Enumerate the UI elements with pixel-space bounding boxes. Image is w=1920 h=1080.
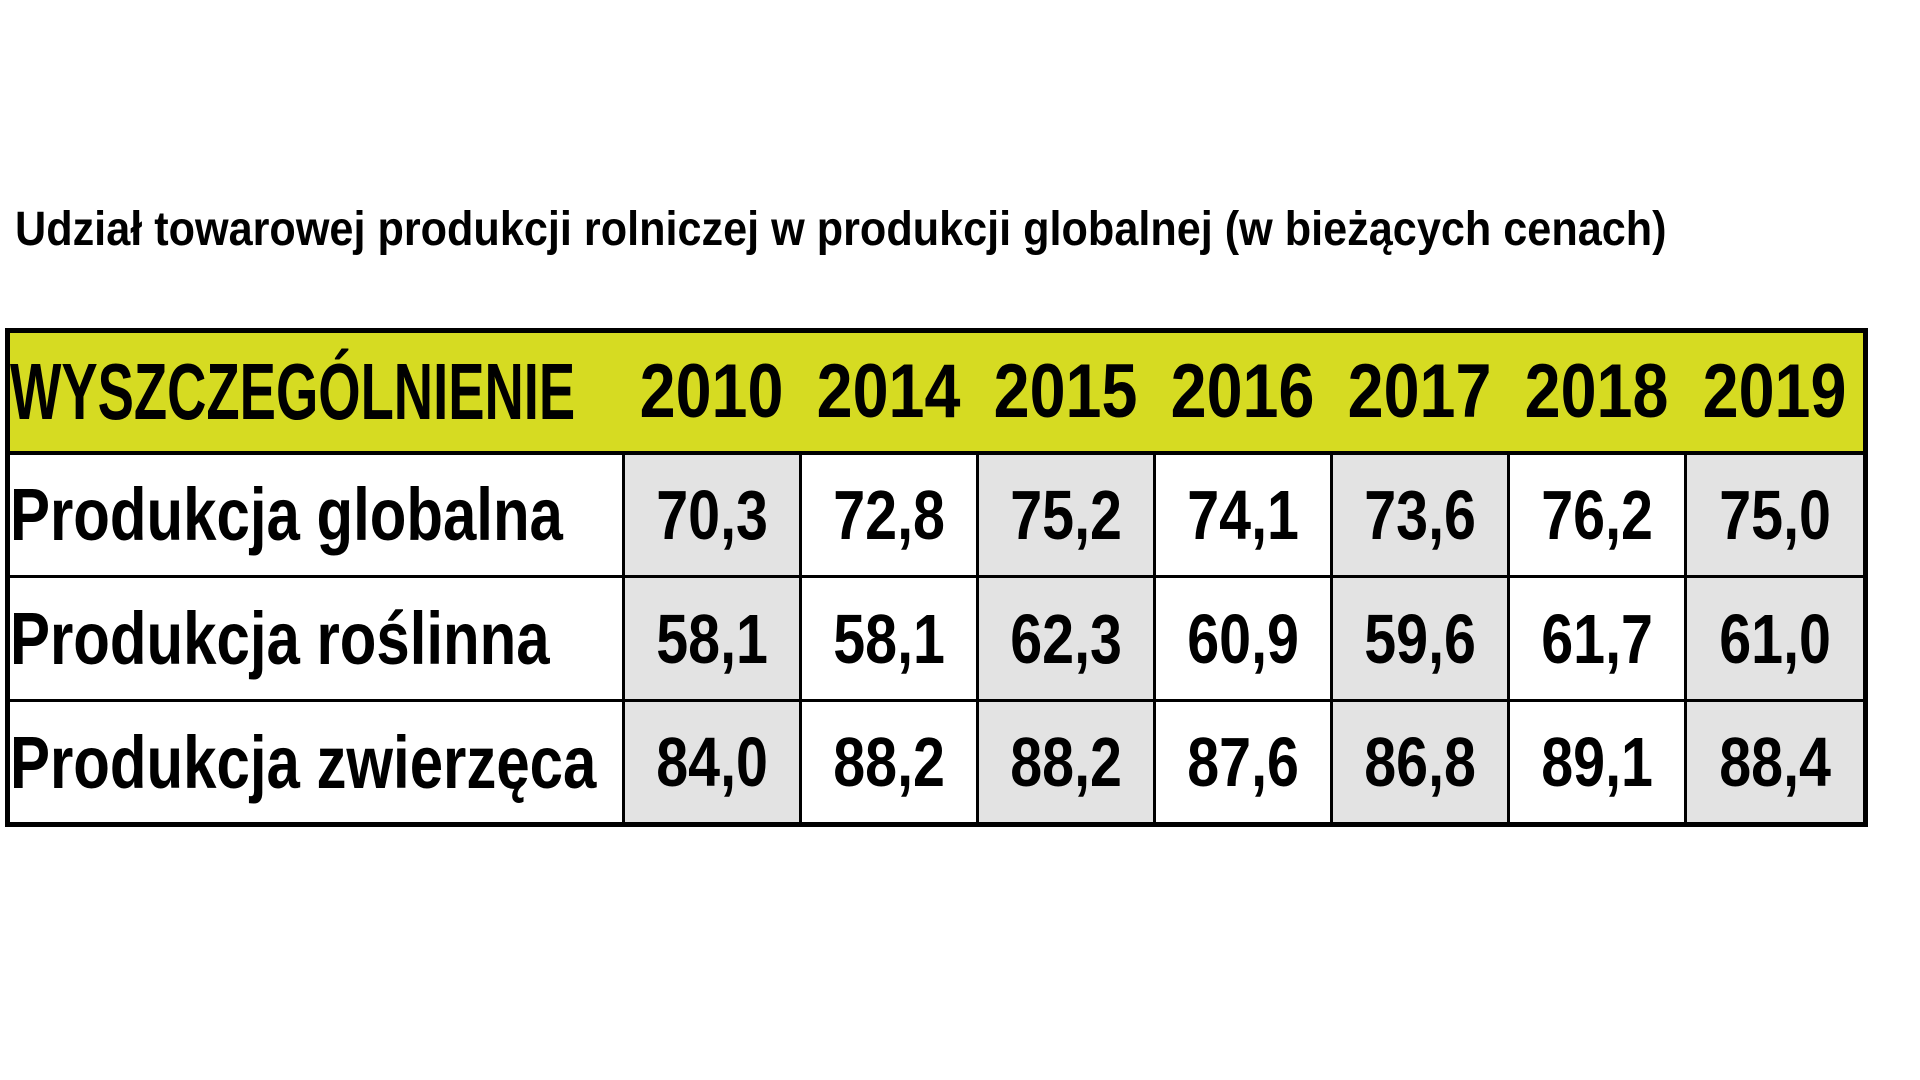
- value: 88,4: [1719, 723, 1831, 801]
- value-cell-2015: 88,2: [976, 699, 1156, 826]
- value-cell-2018: 61,7: [1507, 575, 1687, 702]
- value-cell-2015: 75,2: [976, 451, 1156, 578]
- value-cell-2010: 58,1: [622, 575, 802, 702]
- value: 62,3: [1010, 599, 1122, 678]
- header-cell-2017: 2017: [1331, 330, 1509, 455]
- header-cell-2015: 2015: [977, 330, 1155, 455]
- value: 70,3: [656, 475, 768, 554]
- page-title: Udział towarowej produkcji rolniczej w p…: [15, 203, 1667, 256]
- value-cell-2018: 76,2: [1507, 451, 1687, 578]
- value: 74,1: [1187, 475, 1299, 554]
- header-cell-specification: WYSZCZEGÓLNIENIE: [7, 330, 624, 455]
- year-label: 2018: [1525, 349, 1669, 435]
- row-label-cell: Produkcja globalna: [6, 451, 625, 578]
- value: 88,2: [1010, 723, 1122, 801]
- value-cell-2019: 75,0: [1684, 451, 1867, 578]
- table-row-produkcja-globalna: Produkcja globalna 70,3 72,8 75,2 74,1 7…: [6, 451, 1867, 578]
- value: 73,6: [1364, 475, 1476, 554]
- value-cell-2014: 72,8: [799, 451, 979, 578]
- value-cell-2017: 86,8: [1330, 699, 1510, 826]
- value-cell-2016: 87,6: [1153, 699, 1333, 826]
- row-label-cell: Produkcja roślinna: [6, 575, 625, 702]
- value: 72,8: [833, 475, 945, 554]
- row-label: Produkcja roślinna: [10, 597, 550, 680]
- row-label-cell: Produkcja zwierzęca: [6, 699, 625, 826]
- header-cell-2018: 2018: [1508, 330, 1686, 455]
- table-row-produkcja-zwierzeca: Produkcja zwierzęca 84,0 88,2 88,2 87,6 …: [6, 699, 1867, 826]
- value: 87,6: [1187, 723, 1299, 801]
- value: 86,8: [1364, 723, 1476, 801]
- value: 61,0: [1719, 599, 1831, 678]
- year-label: 2010: [640, 349, 784, 435]
- value-cell-2015: 62,3: [976, 575, 1156, 702]
- value: 76,2: [1541, 475, 1653, 554]
- value: 61,7: [1541, 599, 1653, 678]
- table-row-produkcja-roslinna: Produkcja roślinna 58,1 58,1 62,3 60,9 5…: [6, 575, 1867, 702]
- row-label: Produkcja globalna: [10, 473, 563, 557]
- row-label: Produkcja zwierzęca: [10, 720, 597, 804]
- value-cell-2017: 73,6: [1330, 451, 1510, 578]
- value: 58,1: [833, 599, 945, 678]
- value: 59,6: [1364, 599, 1476, 678]
- year-label: 2015: [994, 349, 1138, 435]
- header-cell-2014: 2014: [800, 330, 978, 455]
- year-label: 2017: [1348, 349, 1492, 435]
- value-cell-2017: 59,6: [1330, 575, 1510, 702]
- value: 75,2: [1010, 475, 1122, 554]
- year-label: 2019: [1702, 349, 1847, 435]
- value: 89,1: [1541, 723, 1653, 801]
- header-cell-2016: 2016: [1154, 330, 1332, 455]
- value: 60,9: [1187, 599, 1299, 678]
- value: 84,0: [656, 723, 768, 801]
- production-share-table: WYSZCZEGÓLNIENIE 2010 2014 2015 2016 201…: [5, 328, 1868, 827]
- year-label: 2014: [817, 349, 961, 435]
- year-label: 2016: [1171, 349, 1315, 435]
- table-header-row: WYSZCZEGÓLNIENIE 2010 2014 2015 2016 201…: [7, 330, 1866, 455]
- value: 58,1: [656, 599, 768, 678]
- value-cell-2018: 89,1: [1507, 699, 1687, 826]
- value-cell-2010: 70,3: [622, 451, 802, 578]
- header-label: WYSZCZEGÓLNIENIE: [10, 346, 576, 436]
- value-cell-2010: 84,0: [622, 699, 802, 826]
- header-cell-2019: 2019: [1685, 330, 1866, 455]
- value-cell-2019: 61,0: [1684, 575, 1867, 702]
- value-cell-2016: 60,9: [1153, 575, 1333, 702]
- value: 88,2: [833, 723, 945, 801]
- value-cell-2016: 74,1: [1153, 451, 1333, 578]
- value-cell-2019: 88,4: [1684, 699, 1867, 826]
- value-cell-2014: 58,1: [799, 575, 979, 702]
- value-cell-2014: 88,2: [799, 699, 979, 826]
- header-cell-2010: 2010: [623, 330, 801, 455]
- value: 75,0: [1719, 475, 1831, 554]
